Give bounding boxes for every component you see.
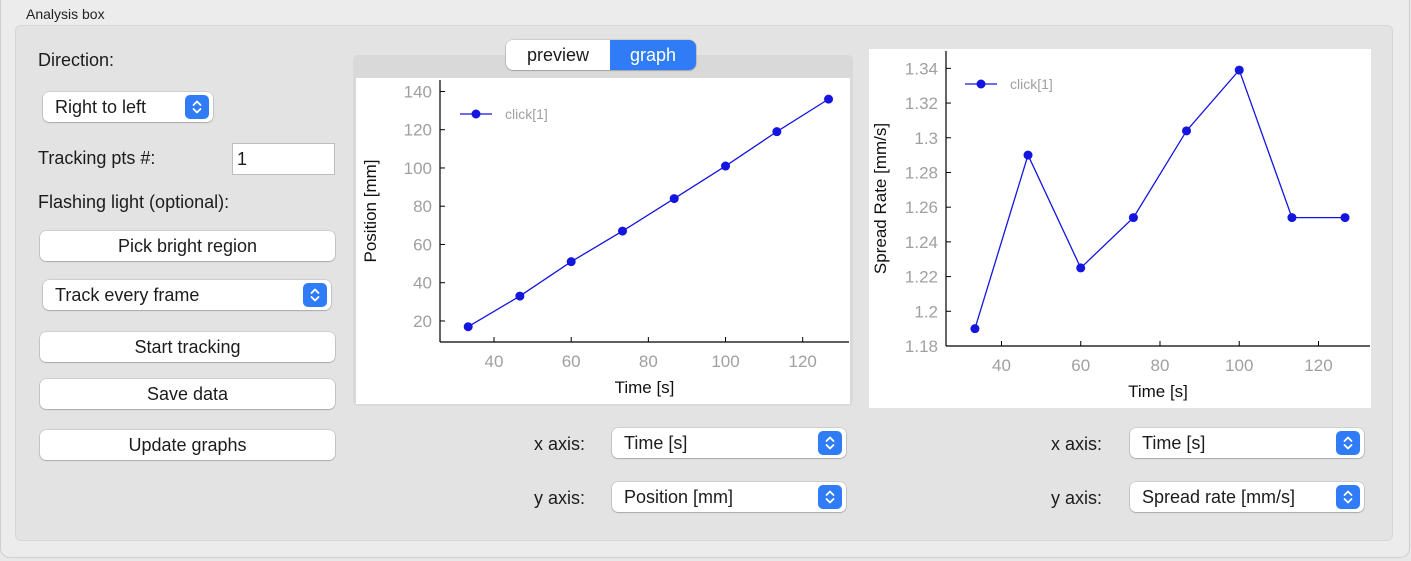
chevron-up-down-icon (818, 485, 842, 509)
x-tick-label: 80 (1151, 356, 1170, 375)
data-point (824, 94, 834, 104)
y-axis-title: Spread Rate [mm/s] (871, 123, 890, 274)
y-axis-title: Position [mm] (361, 160, 380, 263)
series-line (467, 98, 829, 328)
update-graphs-button[interactable]: Update graphs (40, 430, 335, 460)
graph2-x-axis-value: Time [s] (1142, 432, 1206, 453)
y-tick-label: 40 (413, 274, 432, 293)
tab-bar[interactable]: preview graph (506, 40, 696, 70)
x-axis-title: Time [s] (1128, 382, 1188, 401)
legend-marker (976, 79, 986, 89)
series-line (974, 68, 1346, 329)
spread-rate-chart: 1.18 1.2 1.22 1.24 1.26 1.28 1.3 1.32 1.34 40 60 80… (871, 51, 1370, 401)
y-tick-label: 80 (413, 197, 432, 216)
direction-select[interactable]: Right to left (43, 92, 213, 122)
spread-rate-plot: 1.18 1.2 1.22 1.24 1.26 1.28 1.3 1.32 1.34 40 60 80… (869, 49, 1371, 408)
legend-marker (471, 109, 481, 119)
data-point (1182, 126, 1192, 136)
y-tick-label: 60 (413, 235, 432, 254)
graph1-y-axis-label: y axis: (534, 488, 586, 508)
data-point (1234, 65, 1244, 75)
data-point (1023, 150, 1033, 160)
chevron-up-down-icon (303, 283, 327, 307)
graph1-x-axis-select[interactable]: Time [s] (612, 428, 846, 458)
tab-preview[interactable]: preview (506, 40, 610, 70)
chevron-up-down-icon (1336, 431, 1360, 455)
x-tick-label: 60 (1071, 356, 1090, 375)
x-tick-label: 100 (1225, 356, 1253, 375)
y-tick-label: 20 (413, 312, 432, 331)
data-point (721, 161, 731, 171)
data-point (515, 291, 525, 301)
start-tracking-button[interactable]: Start tracking (40, 332, 335, 362)
data-point (970, 324, 980, 334)
tracking-pts-input[interactable]: 1 (232, 143, 335, 175)
y-tick-label: 140 (404, 82, 432, 101)
track-mode-value: Track every frame (55, 284, 200, 305)
tracking-pts-label: Tracking pts #: (38, 148, 156, 168)
legend-label: click[1] (505, 106, 548, 122)
position-plot: 20 40 60 80 100 120 140 40 60 80 100 120 Time [s] Pos… (356, 78, 850, 404)
x-tick-label: 80 (639, 352, 658, 371)
x-tick-label: 100 (711, 352, 739, 371)
x-axis-title: Time [s] (615, 378, 675, 397)
data-point (772, 127, 782, 137)
x-tick-label: 120 (1304, 356, 1332, 375)
direction-label: Direction: (38, 50, 115, 70)
graph2-y-axis-select[interactable]: Spread rate [mm/s] (1130, 482, 1364, 512)
flashing-light-label: Flashing light (optional): (38, 192, 230, 212)
y-tick-label: 1.18 (905, 337, 938, 356)
graph2-x-axis-select[interactable]: Time [s] (1130, 428, 1364, 458)
graph1-y-axis-value: Position [mm] (624, 486, 734, 507)
track-mode-select[interactable]: Track every frame (43, 280, 331, 310)
graph2-x-axis-label: x axis: (1051, 434, 1103, 454)
graph2-y-axis-label: y axis: (1051, 488, 1103, 508)
data-point (566, 257, 576, 267)
y-tick-label: 100 (404, 159, 432, 178)
y-tick-label: 1.32 (905, 94, 938, 113)
y-tick-label: 1.2 (914, 302, 938, 321)
y-tick-label: 120 (404, 121, 432, 140)
direction-value: Right to left (55, 96, 147, 117)
chevron-up-down-icon (818, 431, 842, 455)
save-data-button[interactable]: Save data (40, 379, 335, 409)
group-box-title: Analysis box (26, 6, 105, 22)
data-point (1340, 213, 1350, 223)
pick-bright-region-button[interactable]: Pick bright region (40, 231, 335, 261)
data-point (618, 226, 628, 236)
y-tick-label: 1.3 (914, 129, 938, 148)
graph1-x-axis-label: x axis: (534, 434, 586, 454)
y-tick-label: 1.34 (905, 59, 938, 78)
chevron-up-down-icon (185, 95, 209, 119)
x-tick-label: 60 (562, 352, 581, 371)
y-tick-label: 1.28 (905, 163, 938, 182)
data-point (669, 194, 679, 204)
legend-label: click[1] (1010, 76, 1053, 92)
graph1-x-axis-value: Time [s] (624, 432, 688, 453)
chevron-up-down-icon (1336, 485, 1360, 509)
x-tick-label: 120 (789, 352, 817, 371)
x-tick-label: 40 (485, 352, 504, 371)
y-tick-label: 1.22 (905, 268, 938, 287)
y-tick-label: 1.26 (905, 198, 938, 217)
tab-graph[interactable]: graph (610, 40, 696, 70)
x-tick-label: 40 (992, 356, 1011, 375)
data-point (1287, 213, 1297, 223)
position-chart: 20 40 60 80 100 120 140 40 60 80 100 120 Time [s] Pos… (361, 80, 849, 397)
data-point (463, 322, 473, 332)
data-point (1128, 213, 1138, 223)
graph2-y-axis-value: Spread rate [mm/s] (1142, 486, 1296, 507)
y-tick-label: 1.24 (905, 233, 938, 252)
data-point (1076, 263, 1086, 273)
graph1-y-axis-select[interactable]: Position [mm] (612, 482, 846, 512)
